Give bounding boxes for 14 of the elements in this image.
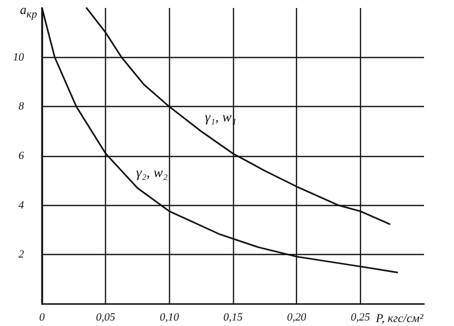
x-tick-label: 0,15 <box>223 312 244 324</box>
x-tick-label: 0,10 <box>160 312 180 324</box>
x-tick-label: 0,20 <box>287 312 307 324</box>
y-tick-label: 10 <box>13 51 24 64</box>
y-tick-label: 2 <box>18 248 24 261</box>
y-tick-label: 8 <box>18 100 24 113</box>
x-tick-label: 0 <box>39 312 46 324</box>
series-label: γ₂, w₂ <box>136 166 168 181</box>
x-axis-title: P, кгс/см² <box>374 311 424 325</box>
x-tick-label: 0,25 <box>350 312 370 324</box>
y-tick-label: 4 <box>18 199 24 212</box>
y-axis-title: a$_{кр}$ <box>20 2 37 21</box>
y-tick-label: 6 <box>18 150 24 162</box>
x-tick-label: 0,05 <box>96 312 116 324</box>
